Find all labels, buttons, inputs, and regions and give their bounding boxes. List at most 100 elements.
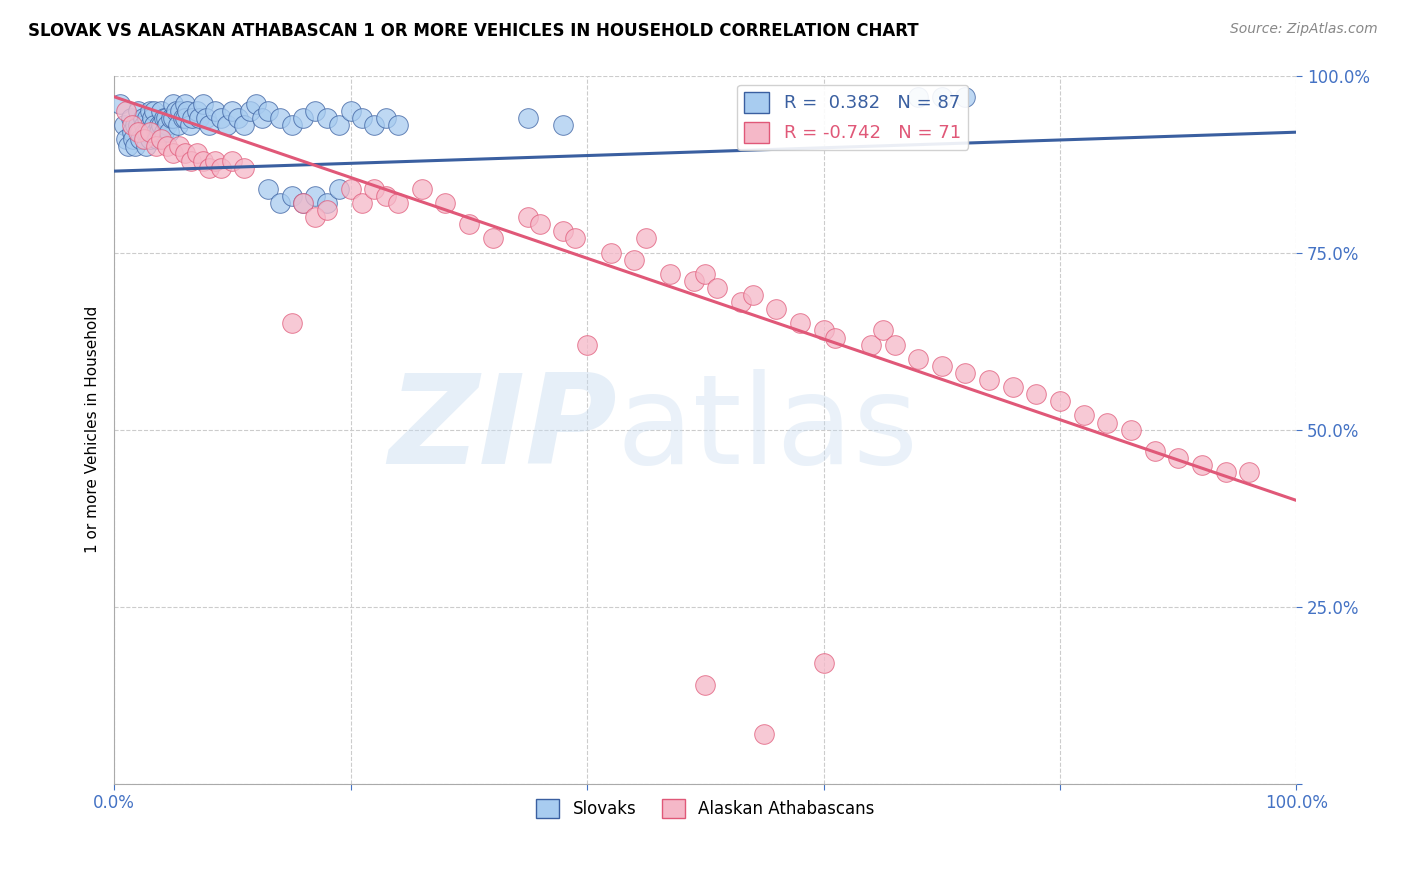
Point bbox=[233, 118, 256, 132]
Point bbox=[162, 111, 184, 125]
Point bbox=[108, 96, 131, 111]
Point bbox=[136, 125, 159, 139]
Point bbox=[156, 118, 179, 132]
Point bbox=[375, 111, 398, 125]
Point bbox=[765, 302, 787, 317]
Point bbox=[328, 182, 350, 196]
Point bbox=[623, 252, 645, 267]
Point bbox=[127, 118, 149, 132]
Point bbox=[907, 351, 929, 366]
Point bbox=[813, 323, 835, 337]
Point bbox=[813, 657, 835, 671]
Point bbox=[132, 132, 155, 146]
Point bbox=[636, 231, 658, 245]
Point bbox=[176, 103, 198, 118]
Point bbox=[706, 281, 728, 295]
Point bbox=[197, 161, 219, 175]
Point bbox=[1215, 465, 1237, 479]
Point bbox=[117, 139, 139, 153]
Point bbox=[167, 139, 190, 153]
Point bbox=[233, 161, 256, 175]
Point bbox=[280, 189, 302, 203]
Point bbox=[145, 132, 167, 146]
Point bbox=[931, 359, 953, 373]
Point bbox=[160, 111, 183, 125]
Point bbox=[197, 118, 219, 132]
Point bbox=[167, 118, 190, 132]
Point bbox=[138, 132, 160, 146]
Point bbox=[131, 111, 153, 125]
Point bbox=[789, 317, 811, 331]
Point bbox=[115, 103, 138, 118]
Point bbox=[127, 103, 149, 118]
Point bbox=[907, 89, 929, 103]
Point bbox=[316, 111, 339, 125]
Point bbox=[517, 210, 540, 224]
Point bbox=[138, 103, 160, 118]
Point bbox=[124, 139, 146, 153]
Point bbox=[1049, 394, 1071, 409]
Point bbox=[174, 96, 197, 111]
Point bbox=[883, 337, 905, 351]
Point bbox=[352, 111, 374, 125]
Point bbox=[153, 111, 176, 125]
Point bbox=[209, 111, 232, 125]
Point bbox=[292, 196, 315, 211]
Point bbox=[517, 111, 540, 125]
Point bbox=[553, 224, 575, 238]
Point bbox=[143, 103, 166, 118]
Point bbox=[339, 103, 361, 118]
Point bbox=[257, 182, 280, 196]
Point bbox=[162, 96, 184, 111]
Point bbox=[132, 118, 155, 132]
Point bbox=[352, 196, 374, 211]
Point bbox=[129, 132, 152, 146]
Text: SLOVAK VS ALASKAN ATHABASCAN 1 OR MORE VEHICLES IN HOUSEHOLD CORRELATION CHART: SLOVAK VS ALASKAN ATHABASCAN 1 OR MORE V… bbox=[28, 22, 918, 40]
Point bbox=[195, 111, 218, 125]
Point bbox=[1143, 443, 1166, 458]
Point bbox=[153, 125, 176, 139]
Point bbox=[129, 125, 152, 139]
Point bbox=[145, 139, 167, 153]
Text: atlas: atlas bbox=[617, 369, 918, 490]
Point bbox=[754, 727, 776, 741]
Point bbox=[188, 111, 211, 125]
Point bbox=[150, 103, 173, 118]
Point bbox=[257, 103, 280, 118]
Point bbox=[1001, 380, 1024, 394]
Point bbox=[228, 111, 250, 125]
Point bbox=[363, 182, 385, 196]
Point bbox=[304, 189, 326, 203]
Point bbox=[859, 337, 882, 351]
Point bbox=[695, 267, 717, 281]
Point bbox=[316, 203, 339, 218]
Point bbox=[141, 111, 163, 125]
Point bbox=[387, 118, 409, 132]
Point bbox=[730, 295, 752, 310]
Point bbox=[145, 125, 167, 139]
Point bbox=[121, 118, 143, 132]
Point bbox=[280, 118, 302, 132]
Point bbox=[824, 330, 846, 344]
Point bbox=[172, 111, 194, 125]
Point bbox=[269, 196, 291, 211]
Point bbox=[204, 103, 226, 118]
Point bbox=[141, 125, 163, 139]
Point bbox=[1097, 416, 1119, 430]
Point bbox=[741, 288, 763, 302]
Point bbox=[155, 111, 177, 125]
Point bbox=[695, 677, 717, 691]
Point bbox=[955, 366, 977, 380]
Text: Source: ZipAtlas.com: Source: ZipAtlas.com bbox=[1230, 22, 1378, 37]
Point bbox=[599, 245, 621, 260]
Point bbox=[150, 118, 173, 132]
Point bbox=[127, 125, 149, 139]
Point bbox=[387, 196, 409, 211]
Point bbox=[162, 146, 184, 161]
Y-axis label: 1 or more Vehicles in Household: 1 or more Vehicles in Household bbox=[86, 306, 100, 553]
Point bbox=[931, 89, 953, 103]
Point bbox=[180, 153, 202, 168]
Point bbox=[1191, 458, 1213, 472]
Point bbox=[148, 118, 170, 132]
Point bbox=[304, 210, 326, 224]
